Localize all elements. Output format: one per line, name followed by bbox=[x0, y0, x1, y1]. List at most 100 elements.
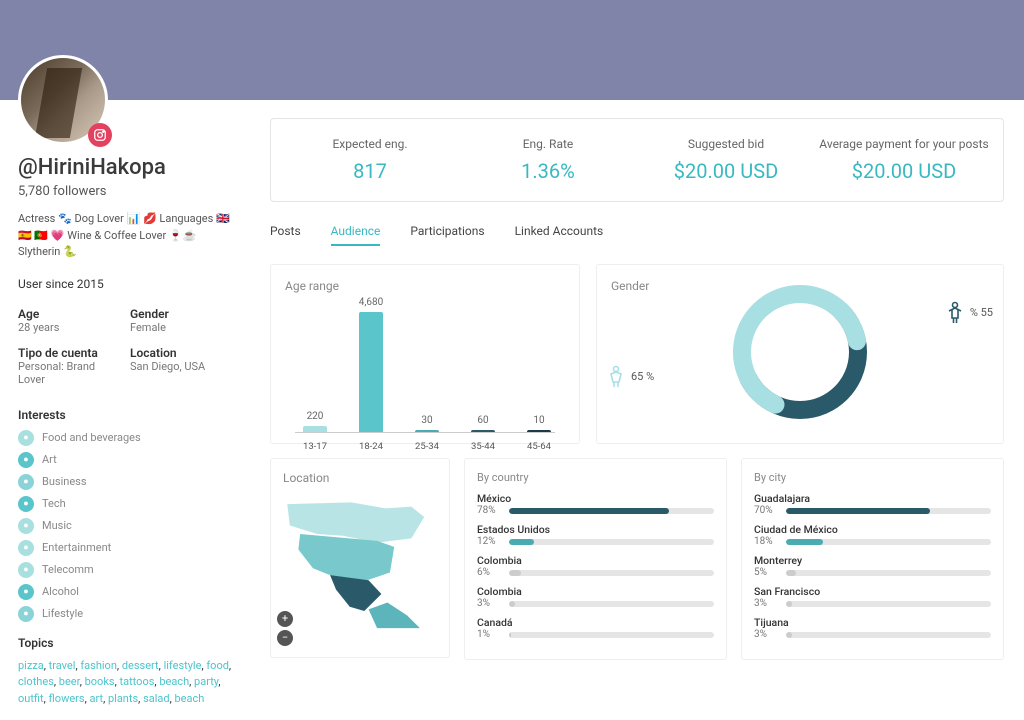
topic-tag[interactable]: beer bbox=[59, 675, 80, 688]
rank-pct: 6% bbox=[477, 567, 503, 578]
zoom-in-button[interactable]: + bbox=[277, 611, 293, 627]
age-bar bbox=[471, 430, 495, 432]
rank-item: Estados Unidos 12% bbox=[477, 523, 714, 547]
topic-tag[interactable]: travel bbox=[49, 659, 76, 672]
rank-pct: 18% bbox=[754, 536, 780, 547]
interest-dot-icon: ● bbox=[18, 496, 34, 512]
interest-dot-icon: ● bbox=[18, 540, 34, 556]
male-icon bbox=[946, 301, 964, 325]
interest-label: Lifestyle bbox=[42, 607, 83, 620]
followers-count: 5,780 followers bbox=[18, 184, 232, 199]
age-bar-category: 25-34 bbox=[407, 441, 447, 452]
zoom-out-button[interactable]: − bbox=[277, 630, 293, 646]
interest-label: Art bbox=[42, 453, 57, 466]
age-bar-category: 18-24 bbox=[351, 441, 391, 452]
map-svg[interactable] bbox=[283, 489, 437, 639]
gender-label: Gender bbox=[130, 307, 232, 321]
user-since: User since 2015 bbox=[18, 277, 232, 291]
location-label: Location bbox=[130, 346, 232, 360]
topic-tag[interactable]: clothes bbox=[18, 675, 54, 688]
topic-tag[interactable]: flowers bbox=[49, 692, 85, 705]
metric-value: 1.36% bbox=[459, 159, 637, 183]
topics-list: pizza, travel, fashion, dessert, lifesty… bbox=[18, 658, 232, 708]
interest-dot-icon: ● bbox=[18, 430, 34, 446]
rank-item: Tijuana 3% bbox=[754, 616, 991, 640]
rank-track bbox=[786, 539, 991, 545]
topic-tag[interactable]: books bbox=[85, 675, 115, 688]
profile-sidebar: @HiriniHakopa 5,780 followers Actress 🐾 … bbox=[0, 100, 250, 707]
interest-dot-icon: ● bbox=[18, 584, 34, 600]
rank-item: San Francisco 3% bbox=[754, 585, 991, 609]
rank-pct: 3% bbox=[477, 598, 503, 609]
interest-item[interactable]: ● Lifestyle bbox=[18, 606, 232, 622]
rank-track bbox=[509, 570, 714, 576]
topic-tag[interactable]: pizza bbox=[18, 659, 44, 672]
topic-tag[interactable]: tattoos bbox=[120, 675, 155, 688]
main-content: Expected eng.817Eng. Rate 1.36%Suggested … bbox=[250, 100, 1024, 707]
interest-item[interactable]: ● Alcohol bbox=[18, 584, 232, 600]
topic-tag[interactable]: fashion bbox=[80, 659, 117, 672]
rank-item: Canadá 1% bbox=[477, 616, 714, 640]
rank-pct: 70% bbox=[754, 505, 780, 516]
metric: Expected eng.817 bbox=[281, 137, 459, 183]
header-banner bbox=[0, 0, 1024, 100]
tab-audience[interactable]: Audience bbox=[331, 224, 381, 246]
topic-tag[interactable]: party bbox=[194, 675, 218, 688]
interest-label: Alcohol bbox=[42, 585, 79, 598]
tab-posts[interactable]: Posts bbox=[270, 224, 301, 246]
by-city-list: By city Guadalajara 70% Ciudad de México… bbox=[741, 458, 1004, 660]
topic-tag[interactable]: food bbox=[206, 659, 229, 672]
rank-track bbox=[509, 508, 714, 514]
age-bar-category: 35-44 bbox=[463, 441, 503, 452]
tab-participations[interactable]: Participations bbox=[410, 224, 484, 246]
by-city-title: By city bbox=[754, 471, 991, 484]
topic-tag[interactable]: plants bbox=[108, 692, 138, 705]
rank-track bbox=[786, 570, 991, 576]
interest-item[interactable]: ●Entertainment bbox=[18, 540, 232, 556]
rank-fill bbox=[786, 632, 792, 638]
rank-name: Canadá bbox=[477, 616, 714, 629]
tab-linked-accounts[interactable]: Linked Accounts bbox=[515, 224, 604, 246]
age-chart-title: Age range bbox=[285, 279, 565, 293]
rank-fill bbox=[786, 601, 792, 607]
profile-bio: Actress 🐾 Dog Lover 📊 💋 Languages 🇬🇧 🇪🇸 … bbox=[18, 211, 232, 261]
interest-label: Music bbox=[42, 519, 72, 532]
metric-label: Suggested bid bbox=[637, 137, 815, 151]
rank-pct: 78% bbox=[477, 505, 503, 516]
rank-name: Tijuana bbox=[754, 616, 991, 629]
interest-item[interactable]: ●Telecomm bbox=[18, 562, 232, 578]
topic-tag[interactable]: lifestyle bbox=[164, 659, 202, 672]
interest-item[interactable]: ● Food and beverages bbox=[18, 430, 232, 446]
interest-item[interactable]: ●Business bbox=[18, 474, 232, 490]
topic-tag[interactable]: outfit bbox=[18, 692, 44, 705]
gender-value: Female bbox=[130, 321, 232, 334]
interest-item[interactable]: ●Art bbox=[18, 452, 232, 468]
age-bar bbox=[415, 430, 439, 432]
interests-title: Interests bbox=[18, 408, 232, 422]
metric-label: Eng. Rate bbox=[459, 137, 637, 151]
topic-tag[interactable]: beach bbox=[159, 675, 189, 688]
gender-chart: Gender 65 % % 55 bbox=[596, 264, 1004, 444]
rank-fill bbox=[786, 570, 796, 576]
topic-tag[interactable]: dessert bbox=[122, 659, 159, 672]
metric-label: Expected eng. bbox=[281, 137, 459, 151]
age-bar-value: 10 bbox=[524, 415, 554, 426]
rank-name: Monterrey bbox=[754, 554, 991, 567]
interest-label: Food and beverages bbox=[42, 431, 141, 444]
topic-tag[interactable]: beach bbox=[175, 692, 205, 705]
account-type-value: Personal: Brand Lover bbox=[18, 360, 120, 386]
topic-tag[interactable]: art bbox=[89, 692, 103, 705]
metric-label: Average payment for your posts bbox=[815, 137, 993, 151]
rank-fill bbox=[509, 570, 521, 576]
topic-tag[interactable]: salad bbox=[143, 692, 170, 705]
age-bar bbox=[303, 426, 327, 432]
interest-item[interactable]: ●Music bbox=[18, 518, 232, 534]
rank-name: Colombia bbox=[477, 554, 714, 567]
interest-dot-icon: ● bbox=[18, 606, 34, 622]
metric: Eng. Rate 1.36% bbox=[459, 137, 637, 183]
rank-name: Estados Unidos bbox=[477, 523, 714, 536]
rank-fill bbox=[786, 539, 823, 545]
rank-pct: 1% bbox=[477, 629, 503, 640]
interest-item[interactable]: ●Tech bbox=[18, 496, 232, 512]
rank-fill bbox=[509, 508, 669, 514]
